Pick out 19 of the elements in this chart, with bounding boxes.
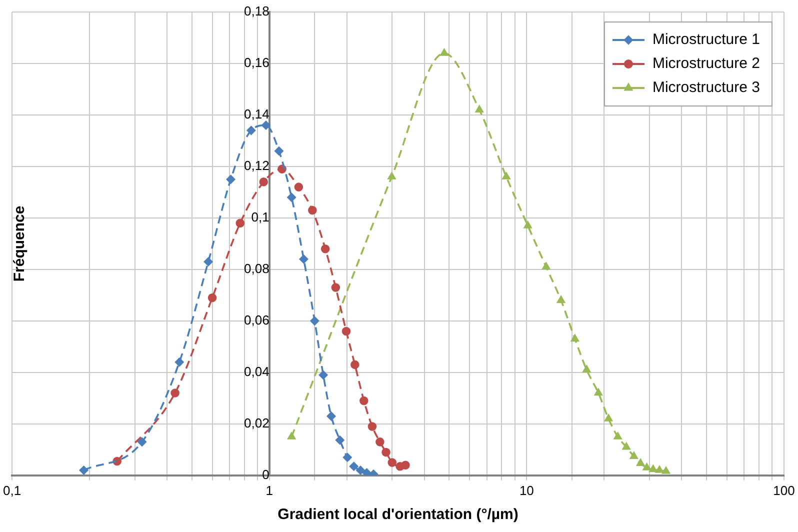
y-axis-title: Fréquence	[11, 206, 28, 282]
y-tick-label: 0,16	[244, 55, 270, 70]
legend-label: Microstructure 1	[652, 31, 760, 48]
y-tick-label: 0,14	[244, 106, 270, 122]
y-tick-label: 0	[262, 466, 270, 482]
y-tick-label: 0,06	[244, 312, 270, 328]
legend-label: Microstructure 2	[652, 55, 760, 72]
y-tick-label: 0,08	[244, 261, 270, 276]
y-tick-label: 0,1	[251, 210, 270, 225]
y-tick-label: 0,18	[244, 4, 270, 19]
x-tick-label: 1	[266, 482, 273, 498]
x-tick-label: 10	[519, 482, 534, 498]
y-tick-label: 0,12	[244, 158, 270, 174]
x-tick-label: 100	[773, 482, 795, 498]
y-tick-label: 0,02	[244, 415, 270, 430]
x-tick-label: 0,1	[2, 482, 22, 498]
legend-label: Microstructure 3	[652, 79, 760, 96]
y-tick-label: 0,04	[244, 364, 270, 379]
x-axis-title: Gradient local d'orientation (°/µm)	[278, 506, 518, 524]
